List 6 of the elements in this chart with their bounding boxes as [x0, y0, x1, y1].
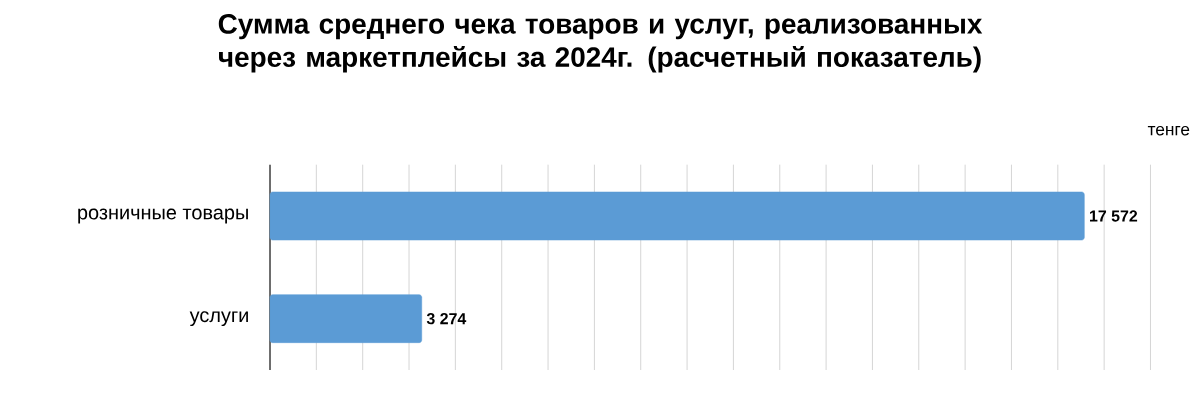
chart-title: Сумма среднего чека товаров и услуг, реализованных через маркетплейсы за 2024г. (расчетный показатель) [218, 14, 983, 73]
data-label: 17 572 [1090, 210, 1138, 222]
text: тенге [1147, 125, 1190, 136]
y-tick-label: розничные товары [78, 208, 248, 224]
y-tick-label: услуги [189, 311, 248, 327]
data-label: 3 274 [426, 313, 467, 325]
